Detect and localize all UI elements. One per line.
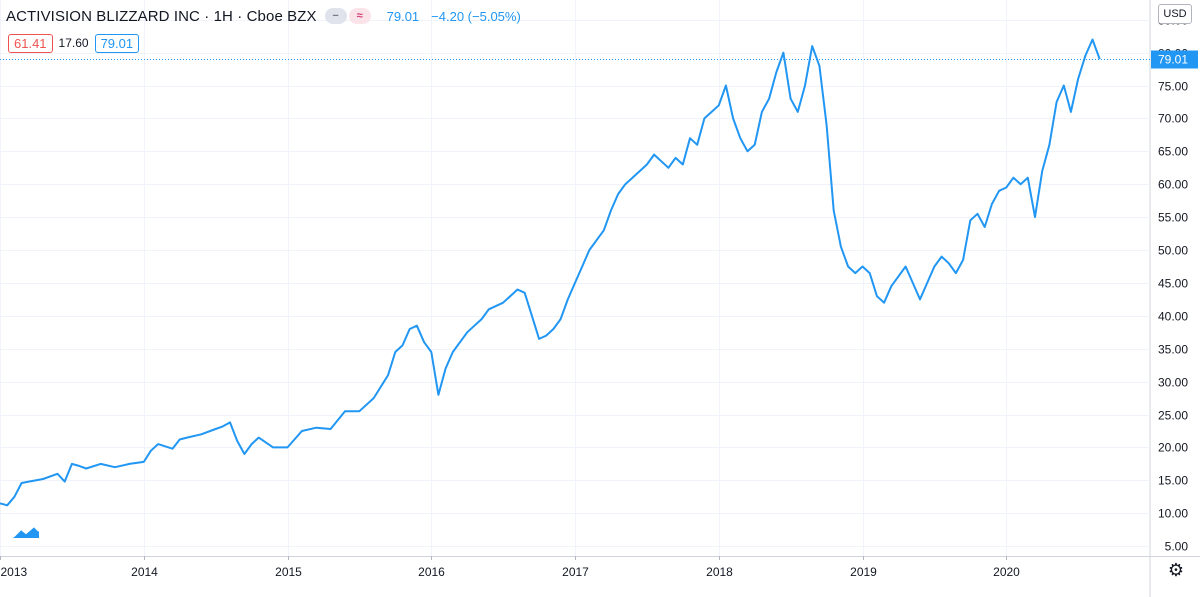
y-tick-label: 30.00 xyxy=(1158,376,1188,390)
x-tick-label: 2014 xyxy=(131,565,158,579)
x-tick-label: 2013 xyxy=(1,565,28,579)
time-axis[interactable]: 2013 2014 2015 2016 2017 2018 2019 2020 xyxy=(0,556,1021,579)
x-tick-label: 2016 xyxy=(418,565,445,579)
y-tick-label: 35.00 xyxy=(1158,343,1188,357)
last-price-value: 79.01 xyxy=(386,8,420,24)
currency-button[interactable]: USD xyxy=(1158,4,1192,24)
symbol-legend: ACTIVISION BLIZZARD INC · 1H · Cboe BZX … xyxy=(6,5,521,27)
x-tick-label: 2015 xyxy=(275,565,302,579)
buy-price-box[interactable]: 79.01 xyxy=(94,33,140,53)
y-tick-label: 75.00 xyxy=(1158,80,1188,94)
x-tick-label: 2020 xyxy=(993,565,1020,579)
price-change-value: −4.20 (−5.05%) xyxy=(431,8,521,24)
last-price-tag-label: 79.01 xyxy=(1158,53,1188,67)
y-tick-label: 10.00 xyxy=(1158,507,1188,521)
y-tick-label: 70.00 xyxy=(1158,112,1188,126)
y-tick-label: 25.00 xyxy=(1158,409,1188,423)
sell-price-box[interactable]: 61.41 xyxy=(8,33,53,53)
y-tick-label: 50.00 xyxy=(1158,244,1188,258)
price-axis[interactable]: 5.00 10.00 15.00 20.00 25.00 30.00 35.00 40.00 4… xyxy=(1158,14,1188,554)
y-tick-label: 20.00 xyxy=(1158,441,1188,455)
symbol-title[interactable]: ACTIVISION BLIZZARD INC · 1H · Cboe BZX xyxy=(6,7,317,25)
last-price-marker: 79.01 xyxy=(0,50,1198,69)
y-tick-label: 5.00 xyxy=(1165,540,1189,554)
y-tick-label: 15.00 xyxy=(1158,474,1188,488)
x-tick-label: 2019 xyxy=(850,565,877,579)
series-line xyxy=(0,38,1101,507)
approx-icon[interactable]: ≈ xyxy=(348,8,371,24)
y-tick-label: 60.00 xyxy=(1158,178,1188,192)
y-tick-label: 40.00 xyxy=(1158,310,1188,324)
spread-value: 17.60 xyxy=(58,36,89,50)
y-tick-label: 65.00 xyxy=(1158,145,1188,159)
minus-icon[interactable]: − xyxy=(324,8,347,24)
x-tick-label: 2018 xyxy=(706,565,733,579)
y-tick-label: 45.00 xyxy=(1158,277,1188,291)
last-price-tag xyxy=(1151,50,1198,69)
y-tick-label: 55.00 xyxy=(1158,211,1188,225)
gear-icon[interactable]: ⚙ xyxy=(1167,559,1185,580)
x-tick-label: 2017 xyxy=(562,565,589,579)
chart-series xyxy=(0,38,1101,507)
tradingview-logo-icon[interactable] xyxy=(10,518,42,546)
indicator-legend: 61.41 17.60 79.01 xyxy=(8,32,140,54)
